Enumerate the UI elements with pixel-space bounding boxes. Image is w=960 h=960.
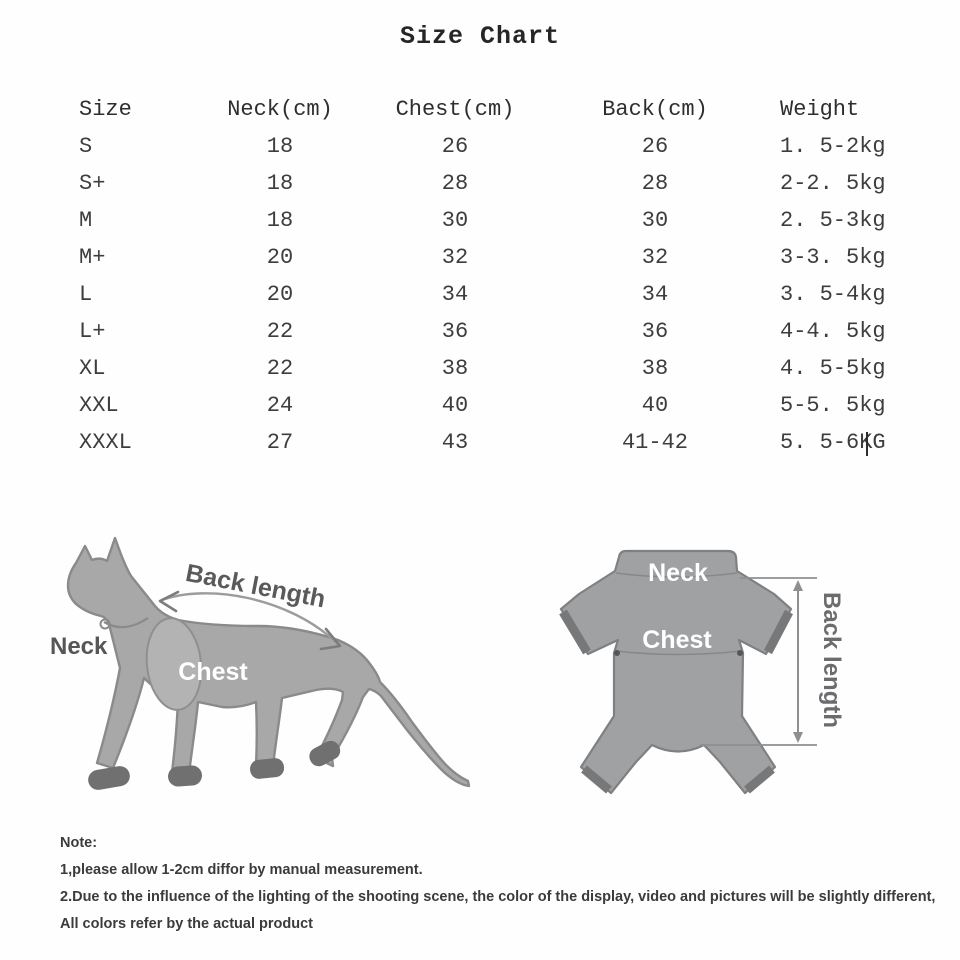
arrowhead-up-icon: [793, 580, 803, 591]
cell-chest: 36: [441, 319, 469, 344]
cell-weight: 2. 5-3kg: [780, 208, 886, 233]
cell-weight: 5-5. 5kg: [780, 393, 886, 418]
table-row: XL 22 38 38 4. 5-5kg: [0, 350, 960, 387]
notes-section: Note: 1,please allow 1-2cm diffor by man…: [60, 830, 935, 938]
cell-back: 32: [641, 245, 669, 270]
arrowhead-left-icon: [158, 590, 180, 613]
cat-measurement-diagram: Back length Neck Chest: [50, 536, 471, 790]
page-title: Size Chart: [399, 22, 561, 51]
cat-chest-label: Chest: [178, 658, 248, 686]
cat-silhouette: [66, 536, 471, 788]
cell-neck: 20: [266, 245, 294, 270]
cell-back: 34: [641, 282, 669, 307]
table-row: S+ 18 28 28 2-2. 5kg: [0, 165, 960, 202]
cell-weight: 3-3. 5kg: [780, 245, 886, 270]
cell-weight: 5. 5-6KG: [780, 430, 886, 455]
cell-chest: 34: [441, 282, 469, 307]
arrowhead-right-icon: [319, 627, 342, 651]
cell-back: 28: [641, 171, 669, 196]
cell-neck: 27: [266, 430, 294, 455]
column-header-weight: Weight: [780, 97, 860, 122]
table-row: L 20 34 34 3. 5-4kg: [0, 276, 960, 313]
cell-chest: 28: [441, 171, 469, 196]
cell-back: 30: [641, 208, 669, 233]
notes-heading: Note:: [60, 835, 98, 851]
cat-boot: [88, 766, 130, 790]
table-row: XXL 24 40 40 5-5. 5kg: [0, 387, 960, 424]
note-line-2: 2.Due to the influence of the lighting o…: [60, 889, 936, 905]
cell-back: 26: [641, 134, 669, 159]
cell-chest: 26: [441, 134, 469, 159]
cell-neck: 24: [266, 393, 294, 418]
seam-dot: [737, 650, 743, 656]
cell-neck: 22: [266, 356, 294, 381]
sleeve-cuff: [744, 765, 775, 794]
collar-line: [103, 617, 149, 629]
garment-back-length-label: Back length: [818, 592, 845, 728]
cell-weight: 2-2. 5kg: [780, 171, 886, 196]
cat-back-length-label: Back length: [183, 559, 327, 614]
garment-chest-label: Chest: [642, 626, 712, 654]
table-row: S 18 26 26 1. 5-2kg: [0, 128, 960, 165]
cell-neck: 18: [266, 134, 294, 159]
text-cursor: [866, 432, 868, 456]
neck-seam: [615, 572, 738, 578]
cell-chest: 38: [441, 356, 469, 381]
cell-neck: 20: [266, 282, 294, 307]
cell-chest: 30: [441, 208, 469, 233]
garment-outline: [559, 549, 793, 795]
cell-weight: 3. 5-4kg: [780, 282, 886, 307]
column-header-neck: Neck(cm): [227, 97, 333, 122]
table-header-row: Size Neck(cm) Chest(cm) Back(cm) Weight: [0, 91, 960, 128]
table-row: M 18 30 30 2. 5-3kg: [0, 202, 960, 239]
chest-band: [145, 617, 203, 711]
cell-weight: 4-4. 5kg: [780, 319, 886, 344]
cell-size: M: [79, 208, 93, 233]
cell-size: S: [79, 134, 93, 159]
cell-chest: 43: [441, 430, 469, 455]
cell-chest: 32: [441, 245, 469, 270]
column-header-size: Size: [79, 97, 132, 122]
cell-neck: 22: [266, 319, 294, 344]
column-header-chest: Chest(cm): [395, 97, 515, 122]
arrowhead-down-icon: [793, 732, 803, 743]
sleeve-cuff: [581, 765, 612, 794]
cell-back: 36: [641, 319, 669, 344]
cell-weight: 4. 5-5kg: [780, 356, 886, 381]
cell-size: M+: [79, 245, 106, 270]
column-header-back: Back(cm): [602, 97, 708, 122]
back-length-arrow: [161, 592, 339, 645]
cat-boot: [250, 758, 285, 779]
cell-weight: 1. 5-2kg: [780, 134, 886, 159]
cell-back: 40: [641, 393, 669, 418]
cell-size: L+: [79, 319, 106, 344]
cell-back: 41-42: [621, 430, 688, 455]
note-line-3: All colors refer by the actual product: [60, 916, 313, 932]
cell-size: S+: [79, 171, 106, 196]
garment-measurement-diagram: Neck Chest Back length: [559, 549, 845, 795]
sleeve-cuff: [559, 609, 591, 655]
cell-size: L: [79, 282, 93, 307]
cat-neck-label: Neck: [50, 633, 108, 660]
collar-ring-icon: [99, 618, 111, 630]
cell-size: XXL: [79, 393, 119, 418]
cat-boot: [168, 765, 202, 787]
table-row: XXXL 27 43 41-42 5. 5-6KG: [0, 424, 960, 461]
cell-size: XXXL: [79, 430, 132, 455]
note-line-1: 1,please allow 1-2cm diffor by manual me…: [60, 862, 423, 878]
sleeve-cuff: [764, 609, 793, 655]
cell-back: 38: [641, 356, 669, 381]
cell-size: XL: [79, 356, 106, 381]
cell-neck: 18: [266, 208, 294, 233]
cat-boot: [309, 740, 341, 767]
chest-seam: [615, 650, 742, 656]
size-table: Size Neck(cm) Chest(cm) Back(cm) Weight …: [0, 91, 960, 461]
garment-neck-label: Neck: [648, 559, 708, 587]
cell-chest: 40: [441, 393, 469, 418]
table-row: M+ 20 32 32 3-3. 5kg: [0, 239, 960, 276]
table-row: L+ 22 36 36 4-4. 5kg: [0, 313, 960, 350]
seam-dot: [614, 650, 620, 656]
cell-neck: 18: [266, 171, 294, 196]
